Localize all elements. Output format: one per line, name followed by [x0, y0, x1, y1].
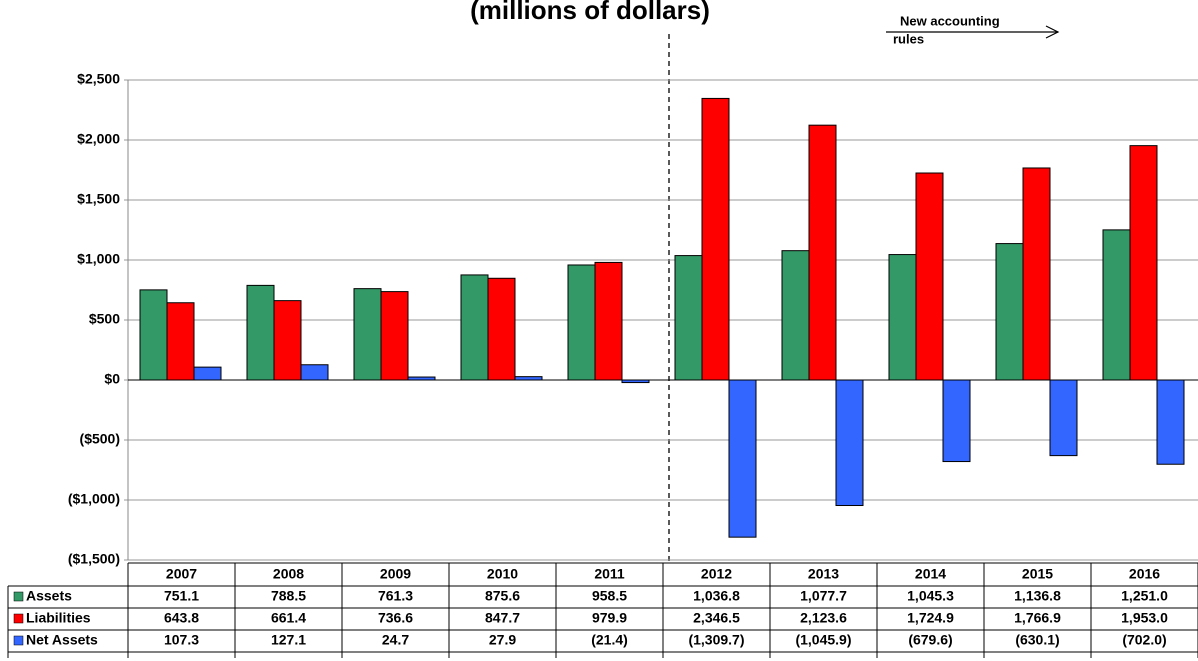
bar	[781, 250, 810, 381]
legend-label: Net Assets	[26, 632, 98, 648]
y-tick-label: ($1,000)	[68, 491, 120, 507]
data-label: 27.9	[489, 632, 516, 648]
bar	[514, 376, 543, 381]
data-label: 1,036.8	[693, 588, 740, 604]
data-label: 643.8	[164, 610, 199, 626]
bar	[888, 254, 917, 381]
bar	[995, 243, 1024, 381]
data-label: 1,136.8	[1014, 588, 1061, 604]
x-tick-label: 2012	[701, 566, 732, 582]
data-label: 761.3	[378, 588, 413, 604]
data-label: 1,953.0	[1121, 610, 1168, 626]
y-tick-label: $2,500	[77, 71, 120, 87]
data-label: 736.6	[378, 610, 413, 626]
bar	[1022, 167, 1051, 381]
y-tick-label: ($500)	[80, 431, 120, 447]
data-label: (630.1)	[1015, 632, 1059, 648]
bar	[166, 302, 195, 381]
data-label: 2,346.5	[693, 610, 740, 626]
data-label: 661.4	[271, 610, 306, 626]
legend-swatch	[13, 613, 24, 624]
x-tick-label: 2015	[1022, 566, 1053, 582]
bar	[1129, 145, 1158, 381]
legend-label: Liabilities	[26, 610, 91, 626]
x-tick-label: 2010	[487, 566, 518, 582]
bar	[567, 264, 596, 381]
data-label: (1,045.9)	[795, 632, 851, 648]
bar	[915, 172, 944, 381]
bar	[1049, 379, 1078, 457]
data-label: 751.1	[164, 588, 199, 604]
bar	[273, 300, 302, 381]
y-tick-label: $2,000	[77, 131, 120, 147]
data-label: 847.7	[485, 610, 520, 626]
bar	[1102, 229, 1131, 381]
bar	[728, 379, 757, 538]
y-tick-label: $0	[104, 371, 120, 387]
legend-swatch	[13, 635, 24, 646]
data-label: 1,724.9	[907, 610, 954, 626]
data-label: (679.6)	[908, 632, 952, 648]
bar	[621, 379, 650, 384]
data-label: 979.9	[592, 610, 627, 626]
x-tick-label: 2016	[1129, 566, 1160, 582]
bar	[701, 97, 730, 381]
bar	[300, 364, 329, 381]
bar	[674, 255, 703, 381]
data-label: (1,309.7)	[688, 632, 744, 648]
data-label: 2,123.6	[800, 610, 847, 626]
bar	[407, 376, 436, 381]
data-label: (21.4)	[591, 632, 628, 648]
annotation: New accounting	[900, 13, 1000, 28]
data-label: 24.7	[382, 632, 409, 648]
x-tick-label: 2014	[915, 566, 946, 582]
bar	[353, 288, 382, 381]
data-label: 107.3	[164, 632, 199, 648]
data-label: 788.5	[271, 588, 306, 604]
bar	[139, 289, 168, 381]
bar	[460, 274, 489, 381]
y-tick-label: ($1,500)	[68, 551, 120, 567]
annotation: rules	[893, 31, 924, 46]
bar	[808, 124, 837, 381]
data-label: 958.5	[592, 588, 627, 604]
bar	[380, 291, 409, 381]
data-label: 875.6	[485, 588, 520, 604]
y-tick-label: $1,000	[77, 251, 120, 267]
x-tick-label: 2013	[808, 566, 839, 582]
annotation-arrow	[1045, 25, 1060, 39]
bar	[1156, 379, 1185, 465]
bar	[594, 261, 623, 381]
bar	[246, 284, 275, 381]
bar	[487, 277, 516, 381]
data-label: (702.0)	[1122, 632, 1166, 648]
data-label: 1,766.9	[1014, 610, 1061, 626]
bar	[835, 379, 864, 507]
data-label: 127.1	[271, 632, 306, 648]
y-tick-label: $500	[89, 311, 120, 327]
legend-swatch	[13, 591, 24, 602]
x-tick-label: 2011	[594, 566, 625, 582]
legend-label: Assets	[26, 588, 72, 604]
data-label: 1,077.7	[800, 588, 847, 604]
chart-title: (millions of dollars)	[470, 0, 710, 25]
y-tick-label: $1,500	[77, 191, 120, 207]
x-tick-label: 2007	[166, 566, 197, 582]
bar	[942, 379, 971, 463]
x-tick-label: 2008	[273, 566, 304, 582]
data-label: 1,251.0	[1121, 588, 1168, 604]
bar	[193, 366, 222, 381]
x-tick-label: 2009	[380, 566, 411, 582]
data-label: 1,045.3	[907, 588, 954, 604]
